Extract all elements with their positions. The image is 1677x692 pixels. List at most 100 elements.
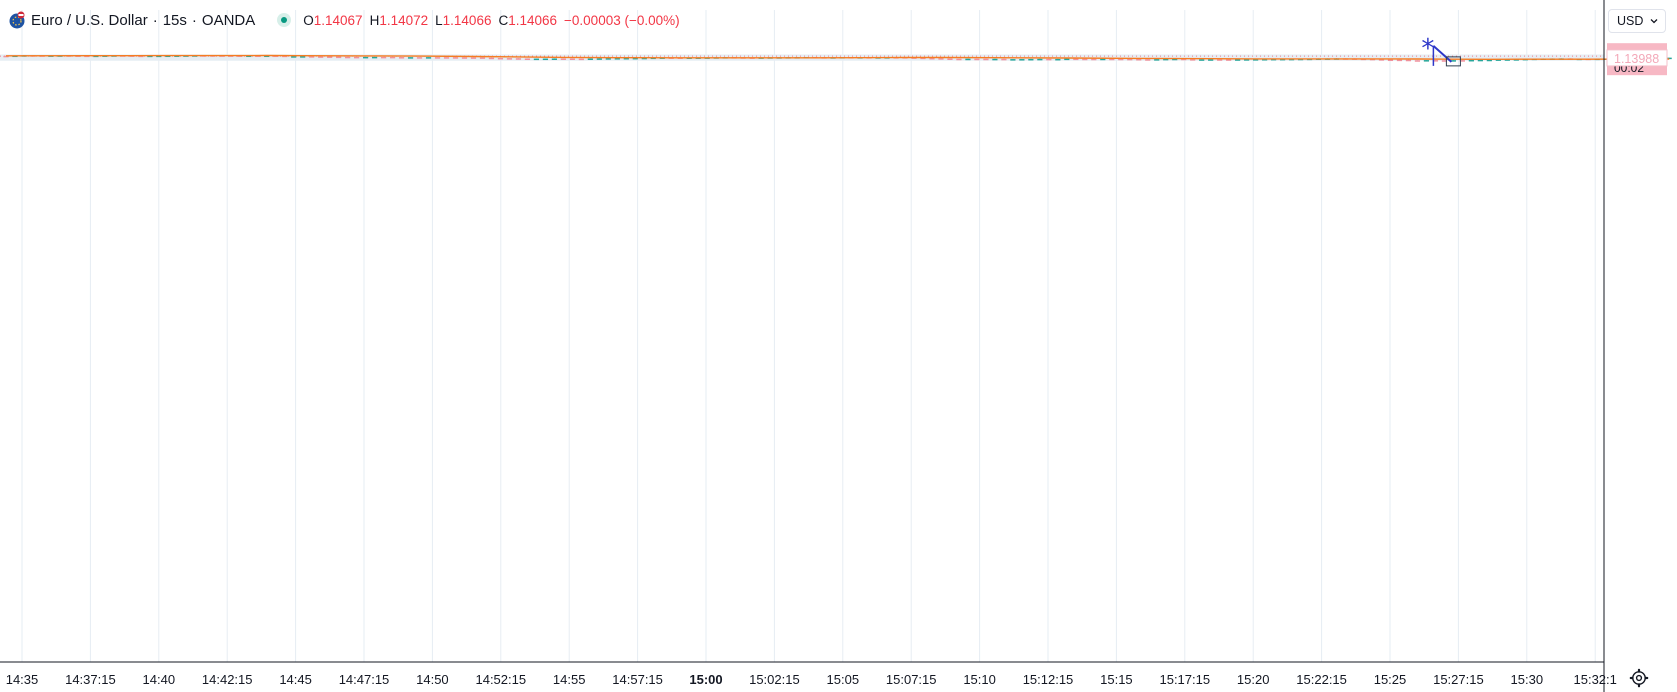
time-tick-label: 14:47:15 — [339, 672, 390, 687]
candle-body — [1082, 58, 1088, 61]
candle-body — [614, 58, 620, 60]
chevron-down-icon — [1650, 19, 1658, 24]
time-tick-label: 15:30 — [1511, 672, 1544, 687]
candle — [965, 58, 971, 61]
candle-body — [965, 58, 971, 61]
time-tick-label: 14:42:15 — [202, 672, 253, 687]
candle-body — [1486, 59, 1492, 62]
time-tick-label: 14:45 — [279, 672, 312, 687]
candle-body — [156, 55, 162, 58]
candle-body — [974, 58, 980, 61]
candle-body — [1073, 58, 1079, 61]
candle-body — [282, 55, 288, 58]
candle-body — [605, 58, 611, 60]
candle — [1046, 58, 1052, 61]
candle-body — [389, 56, 396, 59]
symbol-legend[interactable]: Euro / U.S. Dollar · 15s · OANDA O1.1406… — [8, 9, 680, 31]
candle — [1145, 59, 1151, 61]
currency-select[interactable]: USD — [1608, 9, 1666, 33]
gear-icon[interactable] — [1629, 668, 1649, 688]
candle — [1001, 58, 1007, 61]
candle — [1217, 59, 1223, 61]
candle — [407, 57, 414, 59]
candle-body — [434, 57, 441, 59]
candle-body — [1118, 58, 1124, 61]
candle — [947, 58, 953, 60]
candle-body — [488, 57, 495, 60]
candle-body — [246, 55, 252, 58]
currency-flag-icon — [9, 11, 25, 29]
candle — [992, 58, 998, 61]
candle — [452, 57, 459, 59]
candle — [1073, 58, 1079, 61]
candle-body — [596, 58, 602, 60]
candle — [524, 58, 531, 60]
candle — [1405, 59, 1412, 62]
candle-body — [1064, 58, 1070, 61]
candle — [1028, 58, 1034, 61]
candle — [551, 58, 557, 60]
candle — [327, 56, 333, 58]
candle-body — [1109, 58, 1115, 61]
time-tick-label: 14:50 — [416, 672, 449, 687]
candle-body — [1208, 59, 1214, 61]
separator: · — [152, 11, 158, 29]
candle — [1477, 59, 1483, 62]
candle-body — [345, 56, 351, 59]
candle — [488, 57, 495, 60]
candle — [1441, 60, 1447, 62]
candle-body — [578, 58, 584, 61]
candle-body — [1262, 59, 1268, 61]
ohlc-open: O1.14067 — [303, 12, 363, 28]
candle — [1226, 59, 1232, 61]
candle-body — [147, 55, 153, 58]
candle-body — [3, 55, 9, 58]
candle — [443, 57, 450, 59]
candle-body — [1154, 59, 1160, 61]
candle — [318, 56, 324, 58]
ohlc-close: C1.14066 — [498, 12, 558, 28]
candle — [1010, 59, 1016, 61]
candle-body — [1127, 58, 1133, 61]
interval-label: 15s — [162, 11, 187, 29]
candle-body — [452, 57, 459, 59]
candle-body — [1378, 59, 1385, 61]
time-tick-label: 14:52:15 — [475, 672, 526, 687]
drawing-annotation[interactable]: * — [1421, 34, 1461, 67]
candle-body — [416, 57, 423, 59]
time-tick-label: 15:22:15 — [1296, 672, 1347, 687]
candle — [1468, 59, 1474, 62]
candle-body — [992, 58, 998, 61]
time-tick-label: 15:20 — [1237, 672, 1270, 687]
candle-body — [1136, 58, 1142, 61]
candle — [560, 58, 566, 60]
candle-body — [983, 58, 989, 61]
candle-body — [1244, 59, 1250, 61]
candle — [497, 57, 504, 60]
candle-body — [1217, 59, 1223, 61]
candle-body — [1145, 59, 1151, 61]
candle — [461, 57, 468, 59]
candle-body — [1091, 58, 1097, 61]
time-tick-label: 15:15 — [1100, 672, 1133, 687]
candle-body — [1046, 58, 1052, 61]
candle — [578, 58, 584, 61]
candle-body — [1414, 60, 1421, 62]
candle-body — [1253, 59, 1259, 61]
candle-body — [336, 56, 342, 59]
candle — [371, 56, 378, 59]
candle — [389, 56, 396, 59]
candle — [1037, 58, 1043, 61]
time-tick-label: 14:55 — [553, 672, 586, 687]
candle-body — [1055, 58, 1061, 61]
candle — [363, 56, 369, 59]
candle-body — [443, 57, 450, 59]
chart-grid — [0, 10, 1604, 662]
candle-body — [1432, 60, 1439, 62]
candle — [1019, 58, 1025, 61]
candle — [470, 57, 477, 59]
candle — [569, 58, 575, 60]
candle — [380, 56, 387, 59]
candle-body — [542, 58, 548, 61]
